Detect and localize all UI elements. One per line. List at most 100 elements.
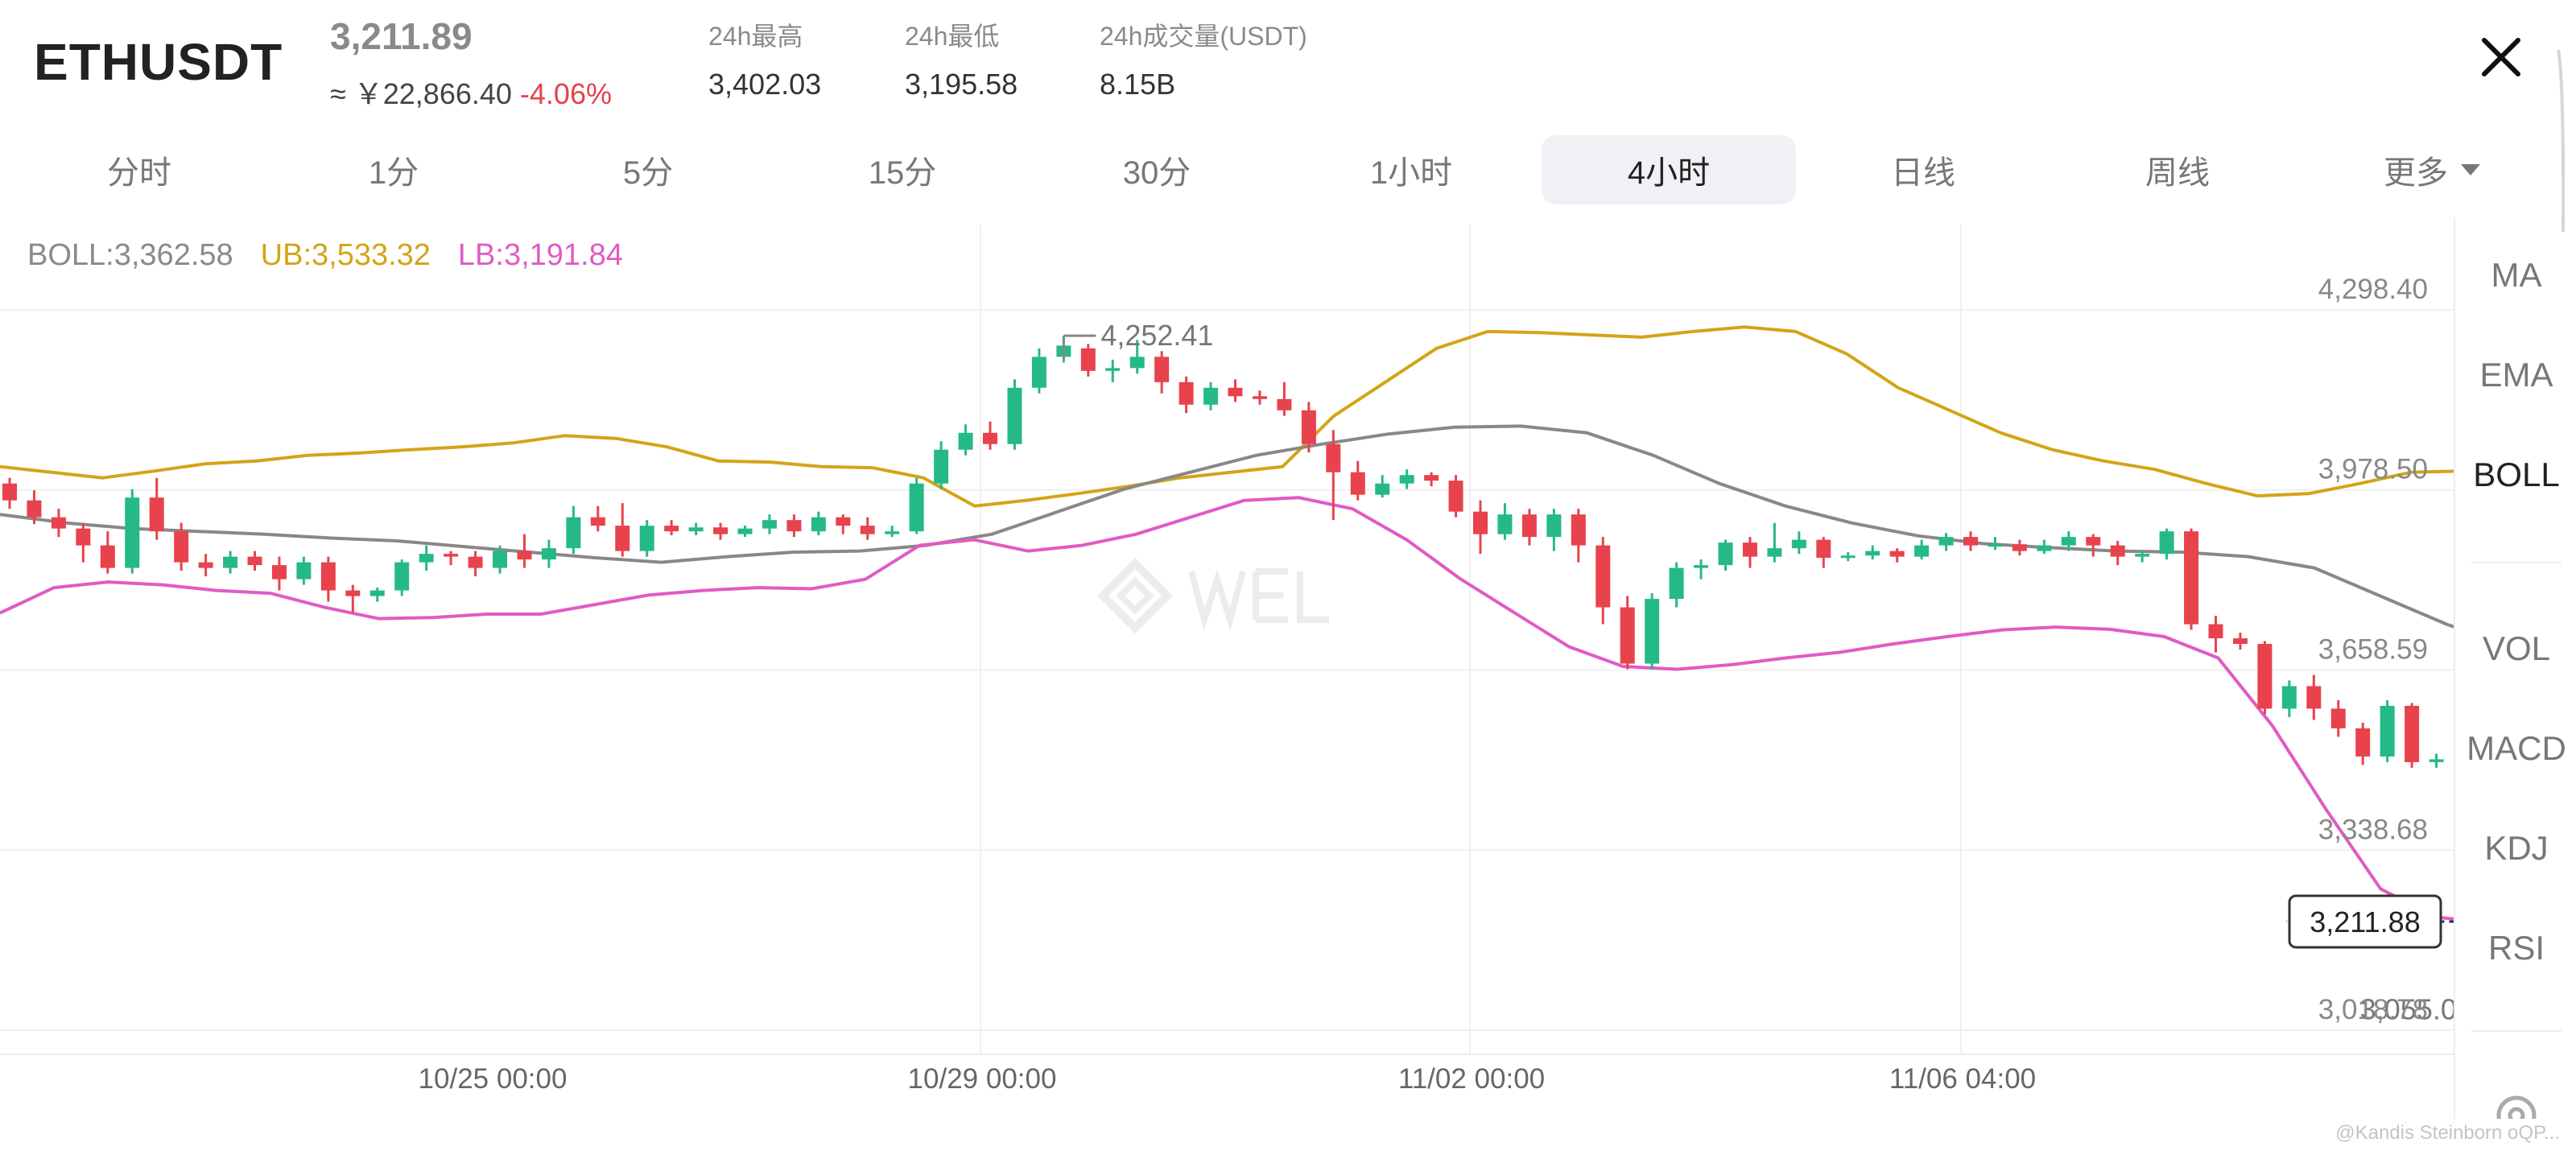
candle-body [1938, 537, 1954, 546]
tab-timeline[interactable]: 分时 [12, 135, 266, 204]
interval-tabs: 分时 1分 5分 15分 30分 1小时 4小时 日线 周线 更多 [0, 135, 2516, 204]
candle-body [1448, 481, 1463, 512]
candle-body [2380, 705, 2395, 757]
candle-body [2, 483, 17, 501]
candle-body [2232, 638, 2248, 645]
tab-label: 30分 [1122, 155, 1191, 191]
candle-body [345, 590, 361, 596]
candle-body [296, 562, 312, 580]
candle-body [517, 551, 532, 560]
tab-more[interactable]: 更多 [2305, 135, 2559, 204]
candle-body [2159, 531, 2174, 555]
candle-body [1718, 542, 1733, 566]
candle-body [811, 517, 826, 532]
tab-label: 1小时 [1369, 155, 1453, 191]
low-price-label: 3,055.00 [2360, 993, 2454, 1026]
candle-body [2037, 545, 2052, 551]
candle-body [1791, 539, 1806, 549]
candle-body [983, 432, 997, 444]
tab-label: 分时 [107, 155, 171, 191]
indicator-ma[interactable]: MA [2491, 256, 2542, 294]
boll-lower-line [0, 496, 2454, 921]
candle-body [27, 500, 42, 518]
candle-body [100, 545, 115, 568]
candle-body [1399, 475, 1414, 484]
tab-label: 15分 [868, 155, 937, 191]
candle-body [1596, 545, 1611, 608]
tab-label: 5分 [622, 155, 674, 191]
candle-body [2061, 537, 2076, 546]
tab-1m[interactable]: 1分 [266, 135, 521, 204]
candle-body [2110, 545, 2125, 557]
candle-body [444, 554, 459, 557]
tab-15m[interactable]: 15分 [775, 135, 1030, 204]
boll-upper-line [0, 325, 2454, 508]
indicator-kdj[interactable]: KDJ [2484, 829, 2549, 867]
rail-divider [2471, 1030, 2562, 1032]
approx-cny: ≈ ￥22,866.40 [330, 77, 512, 110]
candle-body [369, 590, 385, 596]
tab-1w[interactable]: 周线 [2050, 135, 2305, 204]
candle-body [1326, 443, 1341, 472]
candle-body [419, 554, 434, 563]
indicator-ema[interactable]: EMA [2479, 356, 2553, 394]
chevron-down-icon [2461, 164, 2480, 175]
settings-icon[interactable] [2492, 1088, 2541, 1119]
tab-30m[interactable]: 30分 [1030, 135, 1284, 204]
boll-lb-value: LB:3,191.84 [457, 238, 623, 272]
y-tick-label: 3,978.50 [2318, 454, 2428, 485]
indicator-boll[interactable]: BOLL [2473, 456, 2560, 493]
candlestick-chart[interactable]: 4,252.41 3,055.00 3,211.88 4,298.40 3,978.5… [0, 217, 2454, 1119]
tab-4h[interactable]: 4小时 [1542, 135, 1796, 204]
chart-grid [0, 225, 2454, 1055]
indicator-vol[interactable]: VOL [2482, 629, 2551, 667]
candle-body [909, 483, 924, 532]
tab-label: 更多 [2384, 155, 2448, 191]
boll-lines [0, 325, 2454, 921]
candle-body [2405, 705, 2420, 762]
candle-body [2208, 624, 2223, 639]
stat-label: 24h最高 [708, 22, 803, 51]
candle-body [664, 526, 679, 532]
y-tick-label: 3,658.59 [2318, 634, 2428, 666]
candle-body [934, 449, 949, 484]
symbol-title: ETHUSDT [34, 33, 283, 91]
change-percent: -4.06% [519, 77, 612, 110]
candle-body [1350, 472, 1365, 495]
candle-body [1914, 545, 1930, 557]
candle-body [51, 517, 66, 529]
candle-body [1080, 348, 1096, 371]
candle-body [1105, 368, 1121, 371]
close-icon[interactable] [2473, 29, 2529, 85]
candle-body [688, 527, 704, 532]
candle-body [174, 531, 189, 563]
boll-legend: BOLL:3,362.58 UB:3,533.32 LB:3,191.84 [27, 238, 650, 273]
candle-body [125, 497, 140, 568]
candle-body [1767, 548, 1782, 557]
tab-label: 4小时 [1627, 155, 1711, 191]
boll-middle-line [0, 424, 2454, 629]
indicator-macd[interactable]: MACD [2467, 729, 2566, 767]
boll-ub-value: UB:3,533.32 [260, 238, 431, 272]
x-tick-label: 10/25 00:00 [419, 1063, 568, 1095]
candle-body [1007, 387, 1022, 444]
tab-1d[interactable]: 日线 [1796, 135, 2050, 204]
candle-body [1424, 475, 1439, 481]
candle-body [198, 562, 213, 568]
candle-body [885, 531, 900, 534]
tab-label: 1分 [368, 155, 419, 191]
approx-price-row: ≈ ￥22,866.40 -4.06% [330, 71, 612, 113]
candle-body [860, 526, 875, 534]
tab-5m[interactable]: 5分 [521, 135, 775, 204]
candle-body [2012, 544, 2027, 551]
tab-1h[interactable]: 1小时 [1284, 135, 1538, 204]
candle-body [2086, 537, 2101, 546]
indicator-rsi[interactable]: RSI [2487, 929, 2545, 967]
stat-value: 8.15B [1100, 68, 1176, 101]
candle-body [1571, 514, 1586, 546]
last-price: 3,211.89 [330, 15, 473, 57]
candle-body [1301, 410, 1316, 444]
stat-label: 24h成交量(USDT) [1100, 22, 1307, 51]
candle-body [1889, 551, 1905, 557]
candle-body [1669, 567, 1684, 600]
